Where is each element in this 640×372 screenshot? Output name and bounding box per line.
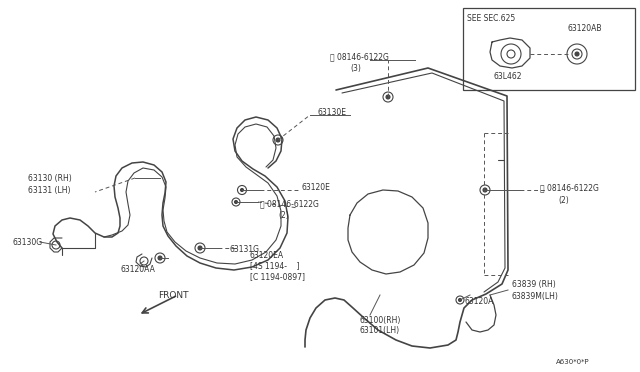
Text: (3): (3) xyxy=(350,64,361,73)
Circle shape xyxy=(198,246,202,250)
Circle shape xyxy=(386,95,390,99)
Text: 63130 (RH): 63130 (RH) xyxy=(28,173,72,183)
Text: 63120A: 63120A xyxy=(465,298,494,307)
Text: Ⓢ 08146-6122G: Ⓢ 08146-6122G xyxy=(540,183,599,192)
Text: 63120AA: 63120AA xyxy=(120,266,155,275)
Circle shape xyxy=(158,256,162,260)
Text: 63131G: 63131G xyxy=(230,246,260,254)
FancyBboxPatch shape xyxy=(463,8,635,90)
Circle shape xyxy=(575,52,579,56)
Text: (2): (2) xyxy=(558,196,569,205)
Text: 63130E: 63130E xyxy=(318,108,347,116)
Text: 63839 (RH): 63839 (RH) xyxy=(512,280,556,289)
Text: 63120E: 63120E xyxy=(302,183,331,192)
Text: 63L462: 63L462 xyxy=(494,71,522,80)
Text: 63120EA: 63120EA xyxy=(250,250,284,260)
Text: 63100(RH): 63100(RH) xyxy=(360,315,401,324)
Text: Ⓢ 08146-6122G: Ⓢ 08146-6122G xyxy=(260,199,319,208)
Circle shape xyxy=(483,188,487,192)
Text: FRONT: FRONT xyxy=(158,291,189,299)
Text: 63120AB: 63120AB xyxy=(568,23,602,32)
Text: 63839M(LH): 63839M(LH) xyxy=(512,292,559,301)
Text: 63101(LH): 63101(LH) xyxy=(360,327,400,336)
Circle shape xyxy=(241,189,243,192)
Text: (2): (2) xyxy=(278,211,289,219)
Text: [C 1194-0897]: [C 1194-0897] xyxy=(250,273,305,282)
Text: Ⓢ 08146-6122G: Ⓢ 08146-6122G xyxy=(330,52,389,61)
Text: [4S 1194-    ]: [4S 1194- ] xyxy=(250,262,300,270)
Text: 63130G: 63130G xyxy=(12,237,42,247)
Text: SEE SEC.625: SEE SEC.625 xyxy=(467,13,515,22)
Text: A630*0*P: A630*0*P xyxy=(556,359,589,365)
Circle shape xyxy=(276,138,280,142)
Text: 63131 (LH): 63131 (LH) xyxy=(28,186,70,195)
Circle shape xyxy=(458,298,461,301)
Circle shape xyxy=(234,201,237,203)
